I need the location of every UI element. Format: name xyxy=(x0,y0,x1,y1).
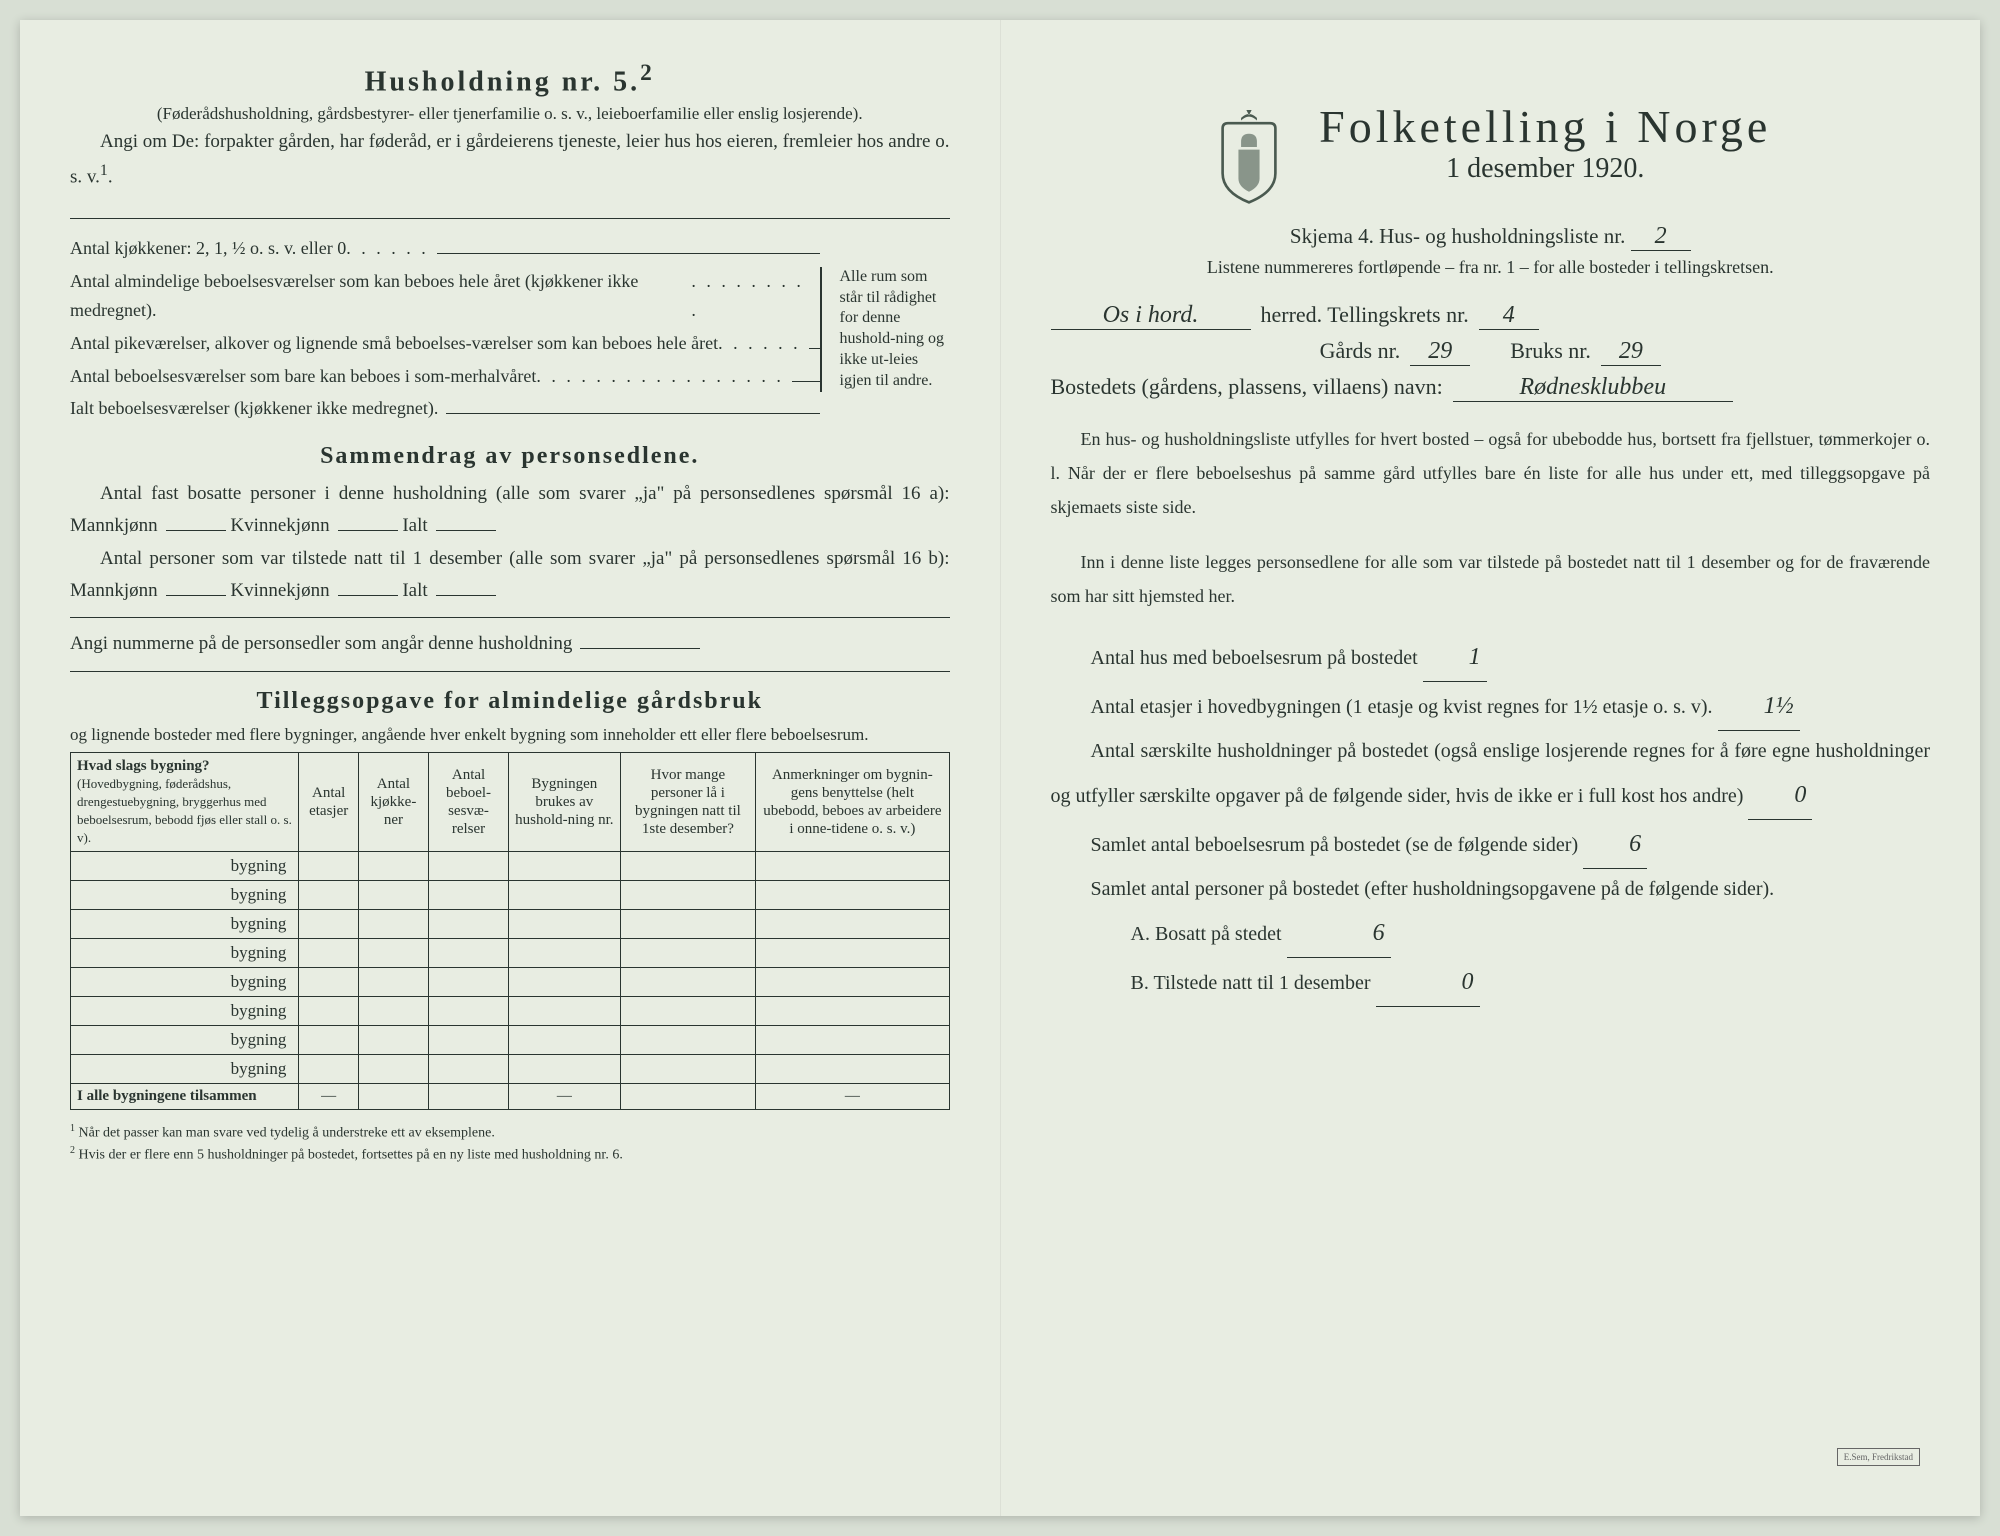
samlet-rum-val: 6 xyxy=(1583,820,1647,869)
table-row: bygning xyxy=(71,1026,950,1055)
tillegg-body: bygning bygning bygning bygning bygning … xyxy=(71,852,950,1110)
listene-note: Listene nummereres fortløpende – fra nr.… xyxy=(1051,257,1931,278)
census-document: Husholdning nr. 5.2 (Føderådshusholdning… xyxy=(20,20,1980,1516)
skjema-line: Skjema 4. Hus- og husholdningsliste nr. … xyxy=(1051,223,1931,251)
rooms1-label: Antal almindelige beboelsesværelser som … xyxy=(70,267,691,326)
subtitle: 1 desember 1920. xyxy=(1319,153,1771,185)
intro-paren: (Føderådshusholdning, gårdsbestyrer- ell… xyxy=(70,102,950,126)
table-row: bygning xyxy=(71,939,950,968)
bosted-value: Rødnesklubbeu xyxy=(1453,374,1733,402)
main-title: Folketelling i Norge xyxy=(1319,100,1771,153)
tillegg-table: Hvad slags bygning? (Hovedbygning, føder… xyxy=(70,752,950,1110)
col6-header: Hvor mange personer lå i bygningen natt … xyxy=(620,753,756,852)
instructions-1: En hus- og husholdningsliste utfylles fo… xyxy=(1051,422,1931,525)
col2-header: Antal etasjer xyxy=(299,753,359,852)
antal-etasjer-line: Antal etasjer i hovedbygningen (1 etasje… xyxy=(1051,682,1931,731)
bruks-nr: 29 xyxy=(1601,338,1661,366)
tilstede-val: 0 xyxy=(1376,958,1480,1007)
herred-row: Os i hord. herred. Tellingskrets nr. 4 xyxy=(1051,302,1931,330)
rooms2-label: Antal pikeværelser, alkover og lignende … xyxy=(70,329,718,359)
intro-angi: Angi om De: forpakter gården, har føderå… xyxy=(70,126,950,194)
brace-note: Alle rum som står til rådighet for denne… xyxy=(820,267,950,392)
rooms3-label: Antal beboelsesværelser som bare kan beb… xyxy=(70,362,536,392)
tilstede-line: B. Tilstede natt til 1 desember 0 xyxy=(1051,958,1931,1007)
col1-header: Hvad slags bygning? xyxy=(77,758,210,774)
table-row: bygning xyxy=(71,968,950,997)
table-row: bygning xyxy=(71,997,950,1026)
herred-value: Os i hord. xyxy=(1051,302,1251,330)
antal-husholdninger-line: Antal særskilte husholdninger på bostede… xyxy=(1051,731,1931,820)
bosatt-line: A. Bosatt på stedet 6 xyxy=(1051,909,1931,958)
tillegg-sub: og lignende bosteder med flere bygninger… xyxy=(70,723,950,747)
sammen-line2: Antal personer som var tilstede natt til… xyxy=(70,543,950,608)
husholdning-title: Husholdning nr. 5.2 xyxy=(70,60,950,98)
table-row: bygning xyxy=(71,852,950,881)
table-row: bygning xyxy=(71,910,950,939)
rooms-total-label: Ialt beboelsesværelser (kjøkkener ikke m… xyxy=(70,394,438,424)
right-page: Folketelling i Norge 1 desember 1920. Sk… xyxy=(1001,20,1981,1516)
coat-of-arms-icon xyxy=(1209,110,1289,205)
bosted-row: Bostedets (gårdens, plassens, villaens) … xyxy=(1051,374,1931,402)
antal-hus-line: Antal hus med beboelsesrum på bostedet 1 xyxy=(1051,633,1931,682)
gards-nr: 29 xyxy=(1410,338,1470,366)
sammen-nummerne: Angi nummerne på de personsedler som ang… xyxy=(70,628,950,660)
footnotes: 1 Når det passer kan man svare ved tydel… xyxy=(70,1122,950,1165)
samlet-rum-line: Samlet antal beboelsesrum på bostedet (s… xyxy=(1051,820,1931,869)
table-sum-row: I alle bygningene tilsammen——— xyxy=(71,1084,950,1110)
gards-row: Gårds nr. 29 Bruks nr. 29 xyxy=(1051,338,1931,366)
table-row: bygning xyxy=(71,1055,950,1084)
col4-header: Antal beboel-sesvæ-relser xyxy=(428,753,508,852)
skjema-nr: 2 xyxy=(1631,223,1691,251)
blank-line xyxy=(70,197,950,219)
etasjer-val: 1½ xyxy=(1718,682,1800,731)
printer-stamp: E.Sem, Fredrikstad xyxy=(1837,1448,1920,1466)
tillegg-title: Tilleggsopgave for almindelige gårdsbruk xyxy=(70,688,950,715)
bosatt-val: 6 xyxy=(1287,909,1391,958)
left-page: Husholdning nr. 5.2 (Føderådshusholdning… xyxy=(20,20,1001,1516)
col7-header: Anmerkninger om bygnin-gens benyttelse (… xyxy=(756,753,949,852)
col1-sub: (Hovedbygning, føderådshus, drengestueby… xyxy=(77,776,292,845)
krets-nr: 4 xyxy=(1479,302,1539,330)
husholdninger-val: 0 xyxy=(1748,771,1812,820)
col5-header: Bygningen brukes av hushold-ning nr. xyxy=(509,753,620,852)
kitchens-label: Antal kjøkkener: 2, 1, ½ o. s. v. eller … xyxy=(70,234,346,264)
rooms-section: Antal kjøkkener: 2, 1, ½ o. s. v. eller … xyxy=(70,231,950,427)
table-row: bygning xyxy=(71,881,950,910)
title-block: Folketelling i Norge 1 desember 1920. xyxy=(1051,100,1931,215)
sammen-line1: Antal fast bosatte personer i denne hush… xyxy=(70,478,950,543)
samlet-personer-line: Samlet antal personer på bostedet (efter… xyxy=(1051,869,1931,909)
antal-hus-val: 1 xyxy=(1423,633,1487,682)
sammendrag-title: Sammendrag av personsedlene. xyxy=(70,443,950,470)
instructions-2: Inn i denne liste legges personsedlene f… xyxy=(1051,545,1931,613)
col3-header: Antal kjøkke-ner xyxy=(358,753,428,852)
